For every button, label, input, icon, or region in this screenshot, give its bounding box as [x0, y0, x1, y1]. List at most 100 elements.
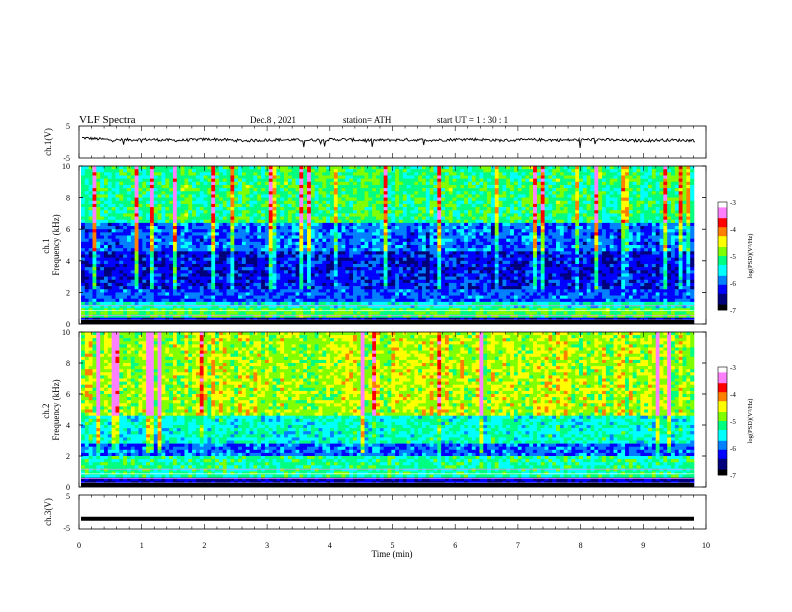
spectrogram-cell [318, 219, 323, 224]
spectrogram-cell [467, 203, 473, 208]
spectrogram-cell [483, 178, 488, 183]
spectrogram-cell [464, 197, 469, 202]
spectrogram-cell [383, 166, 388, 170]
spectrogram-cell [648, 178, 653, 183]
spectrogram-cell [207, 169, 212, 173]
spectrogram-cell [579, 235, 584, 239]
spectrogram-cell [464, 226, 469, 230]
spectrogram-cell [487, 188, 492, 192]
spectrogram-cell [621, 232, 626, 236]
spectrogram-cell [414, 203, 419, 208]
spectrogram-cell [651, 200, 656, 205]
spectrogram-cell [479, 200, 484, 205]
spectrogram-cell [330, 232, 335, 236]
spectrogram-cell [314, 232, 319, 236]
spectrogram-cell [241, 232, 247, 236]
spectrogram-cell [123, 166, 128, 170]
spectrogram-cell [441, 257, 446, 262]
spectrogram-cell [234, 229, 239, 233]
spectrogram-cell [663, 254, 668, 258]
spectrogram-cell [575, 254, 580, 258]
spectrogram-cell [303, 260, 308, 265]
spectrogram-cell [268, 169, 273, 173]
spectrogram-cell [322, 222, 327, 227]
spectrogram-cell [161, 169, 166, 173]
spectrogram-cell [203, 226, 208, 230]
spectrogram-cell [567, 197, 572, 202]
spectrogram-cell [602, 229, 607, 233]
spectrogram-cell [460, 200, 465, 205]
spectrogram-cell [590, 175, 595, 179]
spectrogram-cell [494, 184, 499, 189]
spectrogram-cell [636, 181, 641, 186]
spectrogram-cell [314, 260, 319, 265]
spectrogram-cell [103, 172, 109, 176]
spectrogram-cell [238, 166, 243, 170]
spectrogram-cell [107, 251, 112, 255]
spectrogram-cell [487, 213, 492, 217]
spectrogram-cell [218, 203, 224, 208]
spectrogram-cell [146, 188, 151, 192]
spectrogram-cell [176, 197, 181, 202]
spectrogram-cell [153, 254, 158, 258]
spectrogram-cell [559, 235, 565, 239]
spectrogram-cell [215, 200, 220, 205]
spectrogram-cell [257, 260, 262, 265]
spectrogram-cell [517, 184, 522, 189]
spectrogram-cell [376, 216, 381, 221]
spectrogram-cell [628, 188, 633, 192]
spectrogram-cell [494, 175, 499, 179]
spectrogram-cell [180, 203, 185, 208]
spectrogram-cell [548, 257, 553, 262]
spectrogram-cell [667, 203, 672, 208]
spectrogram-cell [303, 172, 308, 176]
spectrogram-cell [544, 257, 549, 262]
spectrogram-cell [272, 203, 277, 208]
spectrogram-cell [448, 222, 453, 227]
spectrogram-cell [322, 257, 327, 262]
spectrogram-cell [441, 194, 446, 198]
spectrogram-cell [579, 257, 584, 262]
spectrogram-cell [130, 263, 135, 268]
spectrogram-cell [257, 219, 262, 224]
spectrogram-cell [372, 232, 377, 236]
spectrogram-cell [594, 251, 599, 255]
spectrogram-cell [165, 213, 170, 217]
spectrogram-cell [659, 257, 664, 262]
spectrogram-cell [81, 188, 86, 192]
spectrogram-cell [663, 197, 668, 202]
spectrogram-cell [479, 166, 484, 170]
spectrogram-cell [169, 197, 174, 202]
spectrogram-cell [464, 203, 469, 208]
spectrogram-cell [264, 203, 270, 208]
spectrogram-cell [487, 219, 492, 224]
spectrogram-cell [157, 254, 162, 258]
spectrogram-cell [613, 197, 618, 202]
spectrogram-cell [678, 241, 683, 246]
spectrogram-cell [261, 210, 266, 214]
spectrogram-cell [513, 188, 519, 192]
spectrogram-cell [460, 194, 465, 198]
spectrogram-cell [536, 175, 542, 179]
spectrogram-cell [103, 203, 109, 208]
spectrogram-cell [257, 207, 262, 211]
spectrogram-cell [222, 257, 227, 262]
spectrogram-cell [628, 235, 633, 239]
spectrogram-cell [134, 191, 139, 195]
spectrogram-cell [663, 169, 668, 173]
spectrogram-cell [284, 226, 289, 230]
spectrogram-cell [310, 191, 316, 195]
spectrogram-cell [544, 219, 549, 224]
spectrogram-cell [192, 216, 197, 221]
spectrogram-cell [674, 188, 679, 192]
spectrogram-cell [195, 197, 201, 202]
spectrogram-cell [264, 257, 270, 262]
spectrogram-cell [605, 235, 611, 239]
spectrogram-cell [192, 172, 197, 176]
spectrogram-cell [123, 207, 128, 211]
spectrogram-cell [376, 172, 381, 176]
spectrogram-cell [387, 169, 392, 173]
spectrogram-cell [146, 226, 151, 230]
spectrogram-cell [552, 216, 557, 221]
spectrogram-cell [452, 200, 457, 205]
